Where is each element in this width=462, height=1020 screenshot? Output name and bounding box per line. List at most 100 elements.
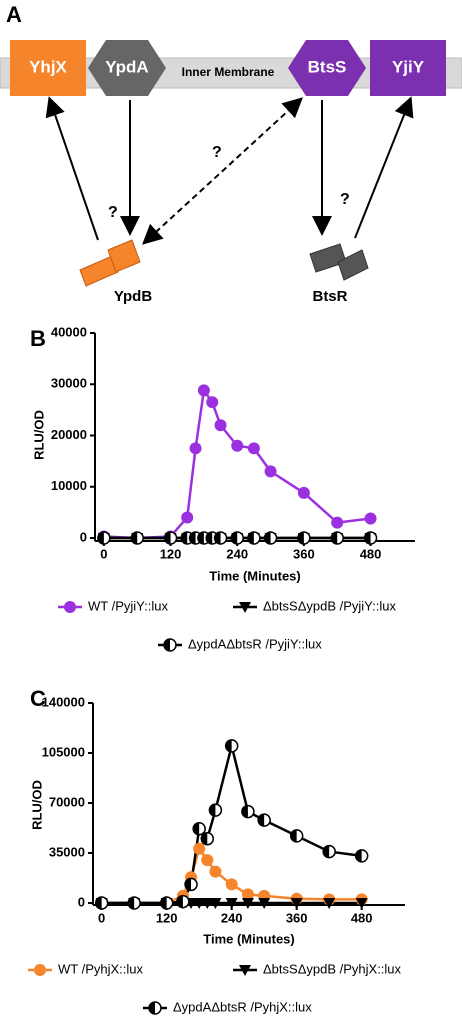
- marker-half: [164, 639, 170, 651]
- legend-label: ΔypdAΔbtsR /PyhjX::lux: [173, 999, 312, 1014]
- point: [201, 854, 214, 867]
- marker-half: [193, 822, 200, 835]
- point: [231, 439, 244, 452]
- marker-half: [206, 532, 213, 544]
- point: [97, 531, 111, 545]
- diagram: A YhjX YpdA Inner Membrane BtsS YjiY ? ?…: [0, 2, 462, 305]
- marker-half: [258, 814, 265, 827]
- marker-half: [149, 1002, 155, 1014]
- protein-label: YjiY: [392, 57, 425, 76]
- btsr-icon: [309, 243, 369, 281]
- point: [181, 511, 194, 524]
- point: [241, 804, 255, 819]
- protein-box: [10, 40, 86, 96]
- marker-half: [323, 845, 330, 858]
- marker-half: [201, 832, 208, 845]
- panel-label: A: [6, 2, 22, 27]
- point: [247, 531, 261, 545]
- point: [127, 896, 141, 910]
- y-tick-label: 0: [80, 529, 87, 544]
- point: [200, 831, 215, 846]
- x-tick-label: 120: [160, 546, 182, 561]
- question-mark: ?: [108, 204, 118, 221]
- marker-half: [176, 895, 183, 908]
- legend-marker: [148, 1001, 162, 1015]
- point: [225, 898, 238, 909]
- point: [364, 512, 377, 525]
- point: [193, 842, 206, 855]
- x-tick-label: 360: [286, 910, 308, 925]
- point: [209, 865, 222, 878]
- marker-half: [197, 532, 204, 544]
- point: [264, 465, 277, 478]
- protein-label: YpdA: [105, 57, 148, 76]
- x-tick-label: 120: [156, 910, 178, 925]
- protein-label: BtsS: [308, 57, 347, 76]
- y-axis-title: RLU/OD: [31, 410, 46, 460]
- x-tick-label: 480: [360, 546, 382, 561]
- y-tick-label: 10000: [51, 478, 87, 493]
- y-axis-title: RLU/OD: [29, 780, 44, 830]
- legend-label: ΔypdAΔbtsR /PyjiY::lux: [188, 636, 322, 651]
- point: [208, 803, 223, 817]
- x-tick-label: 360: [293, 546, 315, 561]
- point: [225, 878, 238, 891]
- marker-half: [95, 897, 102, 909]
- protein-box: [370, 40, 446, 96]
- marker-half: [164, 532, 171, 544]
- point: [159, 896, 174, 910]
- point: [289, 829, 304, 843]
- point: [192, 821, 206, 836]
- legend-label: WT /PyhjX::lux: [58, 961, 144, 976]
- point: [363, 531, 378, 545]
- series-line: [101, 845, 362, 905]
- legend-marker: [34, 964, 46, 976]
- marker-half: [331, 532, 338, 544]
- marker-half: [209, 804, 216, 817]
- question-mark: ?: [340, 191, 350, 208]
- point: [201, 898, 214, 909]
- x-tick-label: 240: [226, 546, 248, 561]
- x-tick-label: 0: [100, 546, 107, 561]
- legend-marker: [64, 601, 76, 613]
- point: [193, 898, 206, 909]
- point: [323, 898, 336, 909]
- y-tick-label: 140000: [42, 694, 85, 709]
- protein-hexagon: [88, 40, 166, 96]
- point: [290, 898, 303, 909]
- point: [297, 486, 310, 499]
- y-tick-label: 30000: [51, 376, 87, 391]
- marker-half: [97, 532, 104, 544]
- point: [241, 888, 254, 901]
- point: [297, 531, 311, 545]
- point: [176, 894, 190, 909]
- legend-marker: [239, 965, 251, 976]
- point: [330, 531, 344, 545]
- point: [94, 896, 109, 910]
- x-tick-label: 480: [351, 910, 373, 925]
- point: [130, 531, 144, 545]
- regulator-label: BtsR: [312, 288, 347, 305]
- marker-half: [225, 739, 232, 752]
- marker-half: [364, 532, 371, 544]
- legend-label: WT /PyjiY::lux: [88, 598, 168, 613]
- x-tick-label: 0: [98, 910, 105, 925]
- point: [197, 384, 210, 397]
- point: [355, 898, 368, 909]
- arrow: [354, 96, 414, 239]
- legend-marker: [239, 602, 251, 613]
- legend-marker: [163, 638, 177, 652]
- marker-half: [128, 897, 135, 909]
- point: [331, 516, 344, 529]
- regulator-label: YpdB: [114, 288, 153, 305]
- point: [354, 849, 369, 863]
- y-tick-label: 35000: [49, 844, 85, 859]
- legend-label: ΔbtsSΔypdB /PyjiY::lux: [263, 598, 396, 613]
- marker-half: [355, 849, 362, 862]
- point: [184, 877, 198, 892]
- marker-half: [185, 878, 192, 891]
- marker-half: [241, 805, 248, 818]
- y-tick-label: 0: [78, 894, 85, 909]
- marker-half: [231, 532, 238, 544]
